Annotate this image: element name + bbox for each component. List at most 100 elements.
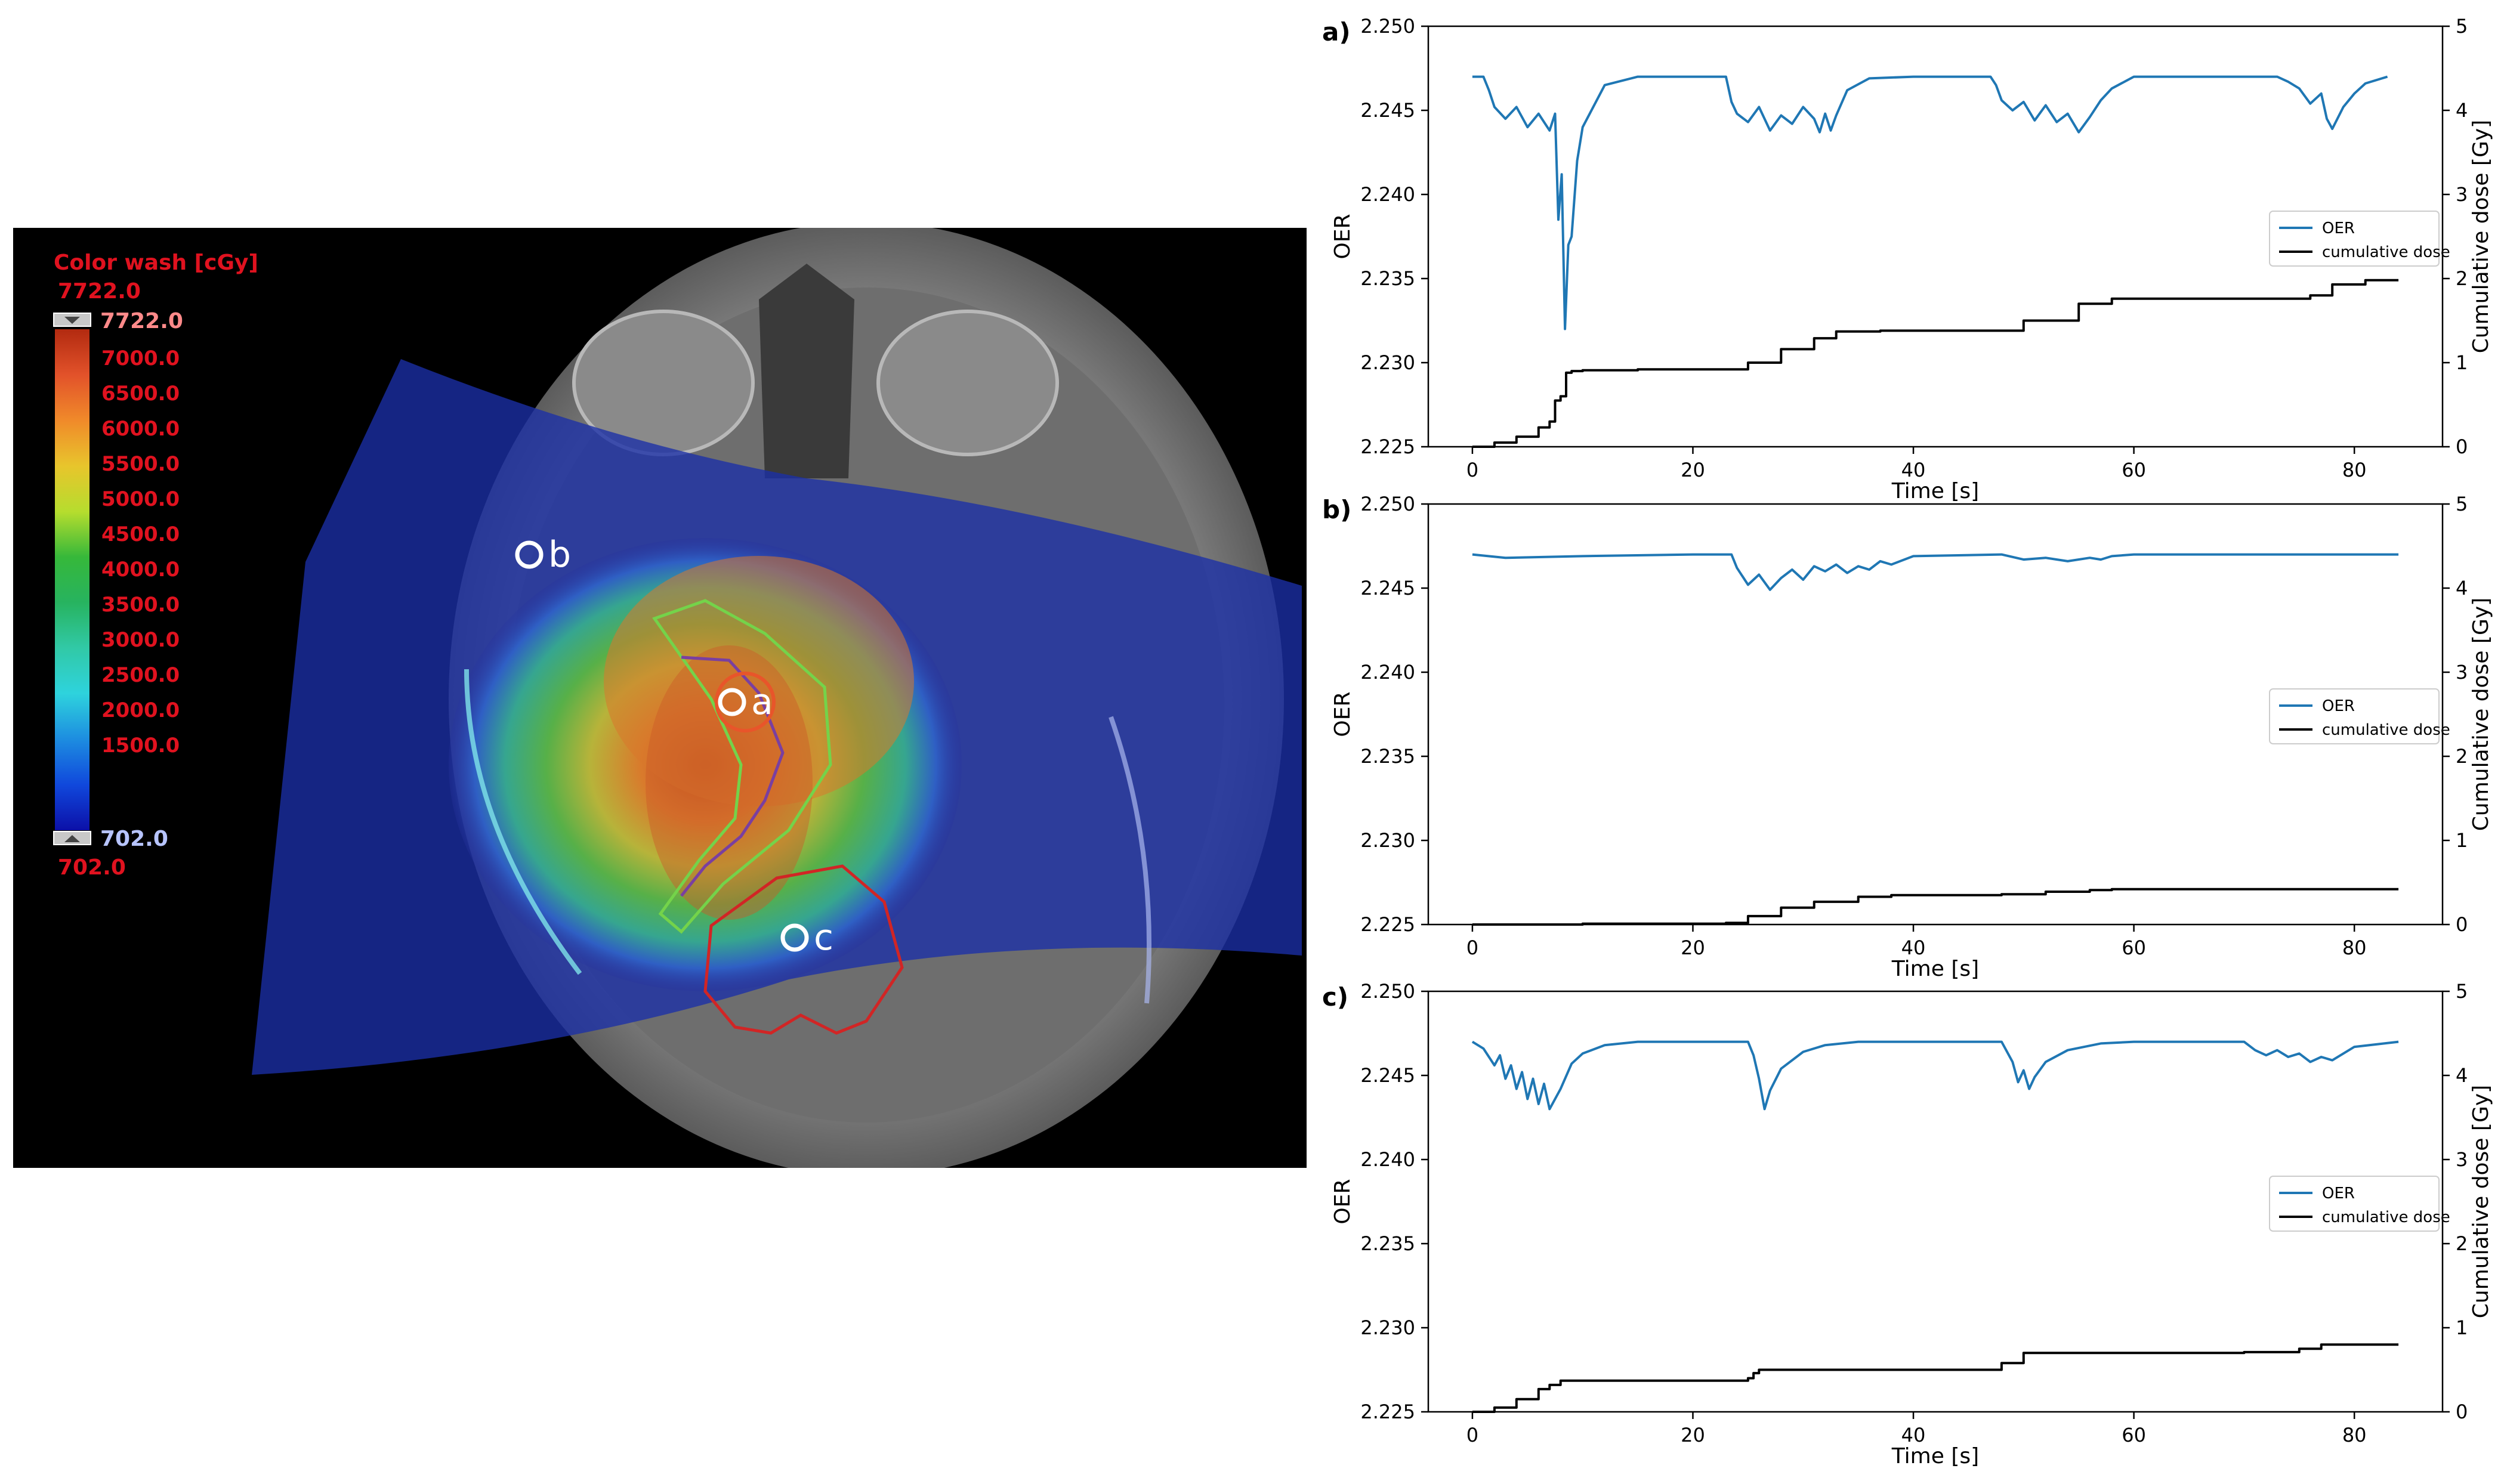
y-left-tick-label: 2.240 [1360,183,1415,206]
panel-label: c) [1322,982,1348,1012]
y-left-tick-label: 2.250 [1360,493,1415,515]
x-tick-label: 40 [1901,936,1926,959]
x-axis-label: Time [s] [1891,479,1979,503]
target-contour-purple [680,656,785,897]
colorbar-level-label: 4000.0 [101,558,180,582]
y-right-axis-label: Cumulative dose [Gy] [2469,1085,2493,1318]
y-left-tick-label: 2.225 [1360,435,1415,458]
panel-label: b) [1322,495,1351,524]
max-handle-arrow-icon [64,317,80,324]
x-tick-label: 60 [2122,459,2146,481]
y-right-tick-label: 3 [2456,661,2468,684]
colorbar-min-handle-value: 702.0 [100,827,168,851]
structure-contour-red [703,864,904,1035]
y-right-tick-label: 4 [2456,99,2468,122]
colorbar-title: Color wash [cGy] [54,251,258,275]
oer-dose-charts: a)0 20 40 60 802.2252.2302.2352.2402.2452.25… [1322,15,2493,1468]
y-left-tick-label: 2.240 [1360,1148,1415,1171]
x-tick-label: 40 [1901,459,1926,481]
chart-panel-1: a)0 20 40 60 802.2252.2302.2352.2402.2452.25… [1322,15,2493,503]
x-tick-label: 40 [1901,1424,1926,1446]
chart-panel-2: b)0 20 40 60 802.2252.2302.2352.2402.2452.25… [1322,493,2493,981]
y-left-tick-label: 2.245 [1360,99,1415,122]
target-contour-green [652,599,832,934]
y-right-tick-label: 2 [2456,267,2468,290]
y-right-tick-label: 3 [2456,1148,2468,1171]
y-right-tick-label: 3 [2456,183,2468,206]
point-markers: a b c [515,534,833,959]
y-left-tick-label: 2.230 [1360,351,1415,374]
y-right-tick-label: 1 [2456,1316,2468,1339]
legend: OER cumulative dose [2269,688,2450,744]
y-left-tick-label: 2.245 [1360,577,1415,599]
colorbar-level-label: 4500.0 [101,523,180,546]
y-left-tick-label: 2.250 [1360,15,1415,38]
y-right-tick-label: 4 [2456,577,2468,599]
x-tick-label: 80 [2342,1424,2367,1446]
cumulative-dose-line [1472,888,2399,926]
colorbar-level-label: 2500.0 [101,663,180,687]
colorbar-gradient [55,329,89,830]
colorbar-level-label: 6000.0 [101,417,180,441]
colorbar-level-label: 2000.0 [101,698,180,722]
y-left-tick-label: 2.230 [1360,829,1415,852]
cumulative-dose-line [1472,279,2399,448]
y-right-tick-label: 1 [2456,829,2468,852]
colorbar-max-handle-value: 7722.0 [100,309,183,333]
oer-line [1472,553,2399,591]
y-left-tick-label: 2.250 [1360,980,1415,1003]
point-c-marker[interactable] [780,923,809,952]
colorbar-level-label: 3500.0 [101,593,180,617]
right-orbit [876,310,1059,456]
y-right-axis-label: Cumulative dose [Gy] [2469,598,2493,831]
plot-frame [1427,25,2444,448]
cumulative-dose-line [1472,1343,2399,1413]
x-tick-label: 0 [1466,1424,1478,1446]
colorbar-min-label: 702.0 [58,855,126,880]
x-tick-label: 20 [1681,459,1705,481]
oer-line [1471,1040,2399,1111]
y-left-tick-label: 2.245 [1360,1064,1415,1087]
colorbar-max-label: 7722.0 [58,279,141,304]
y-left-tick-label: 2.230 [1360,1316,1415,1339]
high-dose-region [604,556,914,806]
colorbar-level-label: 5000.0 [101,487,180,511]
x-tick-label: 60 [2122,1424,2146,1446]
y-right-tick-label: 5 [2456,980,2468,1003]
legend-label: cumulative dose [2322,243,2450,261]
point-a-label: a [751,681,773,723]
x-axis-label: Time [s] [1891,1444,1979,1468]
legend-label: OER [2322,219,2355,237]
point-b-marker[interactable] [515,540,544,569]
y-right-tick-label: 2 [2456,745,2468,768]
colorbar-level-label: 1500.0 [101,734,180,758]
x-tick-label: 20 [1681,936,1705,959]
point-c-label: c [814,917,833,959]
colorbar-level-label: 5500.0 [101,452,180,476]
x-tick-label: 60 [2122,936,2146,959]
x-axis-label: Time [s] [1891,957,1979,981]
y-right-tick-label: 2 [2456,1232,2468,1255]
x-tick-label: 80 [2342,459,2367,481]
legend: OER cumulative dose [2269,1176,2450,1232]
y-right-tick-label: 5 [2456,493,2468,515]
panel-label: a) [1322,17,1351,47]
legend-label: OER [2322,697,2355,715]
oer-line [1472,75,2388,330]
y-right-tick-label: 4 [2456,1064,2468,1087]
plot-frame [1427,503,2444,926]
point-a-marker[interactable] [718,688,746,716]
dose-colorwash-image: a b c Color wash [cGy] 7722.0 7722.0 7000.… [13,222,1307,1176]
legend-label: cumulative dose [2322,721,2450,739]
y-left-axis-label: OER [1330,214,1355,259]
legend: OER cumulative dose [2269,211,2450,267]
y-right-tick-label: 0 [2456,913,2468,936]
y-right-axis-label: Cumulative dose [Gy] [2469,120,2493,353]
y-left-tick-label: 2.225 [1360,1400,1415,1423]
legend-label: cumulative dose [2322,1208,2450,1226]
x-tick-label: 0 [1466,936,1478,959]
x-tick-label: 0 [1466,459,1478,481]
point-b-label: b [548,534,571,576]
nasal-cavity [759,264,854,478]
colorbar-level-label: 7000.0 [101,347,180,370]
